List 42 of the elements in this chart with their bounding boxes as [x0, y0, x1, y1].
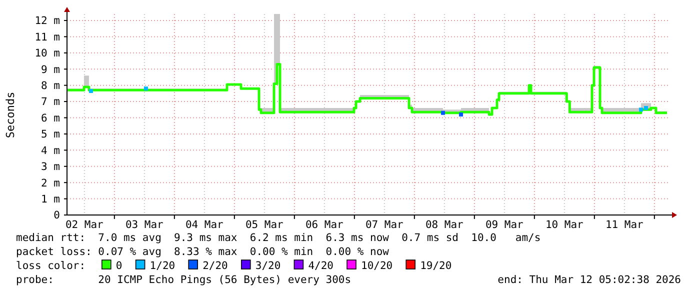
legend-label: 4/20: [308, 260, 334, 272]
y-axis-title: Seconds: [4, 92, 17, 138]
y-tick-label: 4 m: [41, 144, 60, 157]
point: [441, 110, 445, 115]
y-tick-label: 1 m: [41, 193, 60, 206]
x-tick-label: 07 Mar: [365, 219, 404, 231]
x-tick-label: 03 Mar: [125, 219, 164, 231]
x-tick-label: 09 Mar: [485, 219, 524, 231]
legend-label: 10/20: [361, 260, 393, 272]
y-tick-label: 9 m: [41, 64, 60, 76]
x-tick-label: 10 Mar: [545, 219, 584, 231]
point: [89, 88, 93, 93]
x-tick-label: 11 Mar: [605, 219, 644, 231]
text: packet loss: 0.07 % avg 8.33 % max 0.00 % min 0.00 % now: [16, 246, 390, 258]
y-tick-label: 5 m: [41, 128, 60, 141]
text: end: Thu Mar 12 05:02:38 2026: [498, 274, 681, 286]
text: probe: 20 ICMP Echo Pings (56 Bytes) every 300s: [16, 274, 352, 286]
y-tick-label: 7 m: [41, 96, 60, 108]
point: [144, 86, 148, 91]
x-tick-label: 02 Mar: [65, 219, 104, 231]
y-tick-label: 2 m: [41, 177, 60, 190]
legend-title: loss color:: [16, 260, 86, 272]
y-tick-label: 3 m: [41, 161, 60, 174]
point: [639, 108, 643, 112]
x-tick-label: 08 Mar: [425, 219, 464, 231]
text: median rtt: 7.0 ms avg 9.3 ms max 6.2 ms min 6.3 ms now 0.7 ms sd 10.0 am/s: [16, 232, 541, 244]
y-tick-label: 11 m: [34, 31, 60, 44]
legend-label: 3/20: [255, 260, 281, 272]
legend-label: 0: [116, 260, 122, 272]
y-tick-label: 10 m: [34, 48, 60, 60]
y-tick-label: 12 m: [34, 15, 60, 28]
legend-label: 1/20: [150, 260, 176, 272]
x-tick-label: 06 Mar: [305, 219, 344, 231]
y-tick-label: 8 m: [41, 80, 60, 92]
x-tick-label: 04 Mar: [185, 219, 224, 231]
legend-label: 2/20: [202, 260, 228, 272]
y-tick-label: 0: [54, 210, 60, 222]
legend-label: 19/20: [420, 260, 452, 272]
y-tick-label: 6 m: [41, 112, 60, 124]
point: [644, 106, 648, 110]
x-tick-label: 05 Mar: [245, 219, 284, 231]
point: [459, 112, 463, 116]
